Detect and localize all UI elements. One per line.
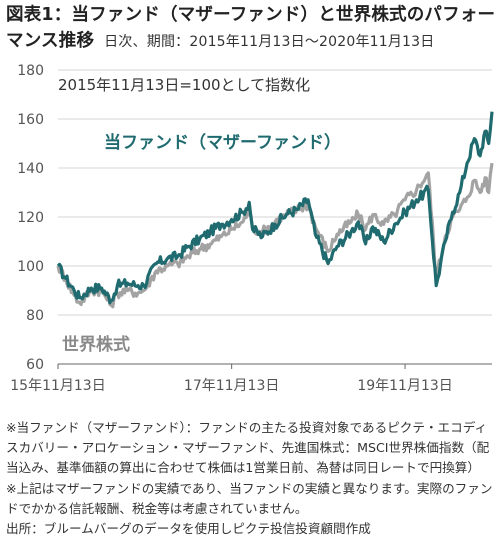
series-label-fund: 当ファンド（マザーファンド） [104, 132, 341, 153]
index-annotation: 2015年11月13日=100として指数化 [58, 76, 310, 94]
y-tick-label: 100 [17, 259, 44, 275]
y-tick-label: 180 [17, 63, 44, 79]
x-tick-label: 17年11月13日 [184, 378, 279, 394]
series-label-world: 世界株式 [62, 334, 130, 355]
x-tick-label: 19年11月13日 [357, 378, 452, 394]
series-line-0 [56, 111, 494, 305]
y-tick-label: 140 [17, 161, 44, 177]
series-lines [56, 111, 494, 309]
y-axis-tick-labels: 60 80 100 120 140 160 180 [17, 63, 44, 373]
chart-subtitle: 日次、期間：2015年11月13日～2020年11月13日 [104, 34, 435, 50]
line-chart: 60 80 100 120 140 160 180 15年11月13日 17年11月13日 19… [10, 63, 494, 394]
footnotes: ※当ファンド（マザーファンド）：ファンドの主たる投資対象であるピクテ・エコディス… [6, 420, 493, 537]
y-tick-label: 160 [17, 112, 44, 128]
title-line-1: 図表1：当ファンド（マザーファンド）と世界株式のパフォー [6, 5, 496, 25]
chart-title: 図表1：当ファンド（マザーファンド）と世界株式のパフォー マンス推移 日次、期間：… [6, 2, 496, 55]
title-line-2-text: マンス推移 [6, 31, 95, 51]
series-line-1 [56, 162, 494, 309]
grid-lines [58, 69, 492, 316]
y-tick-label: 80 [26, 308, 44, 324]
y-tick-label: 60 [26, 357, 44, 373]
x-axis-tick-labels: 15年11月13日 17年11月13日 19年11月13日 [10, 364, 453, 394]
y-tick-label: 120 [17, 210, 44, 226]
x-tick-label: 15年11月13日 [10, 378, 105, 394]
title-line-2: マンス推移 日次、期間：2015年11月13日～2020年11月13日 [6, 28, 496, 55]
